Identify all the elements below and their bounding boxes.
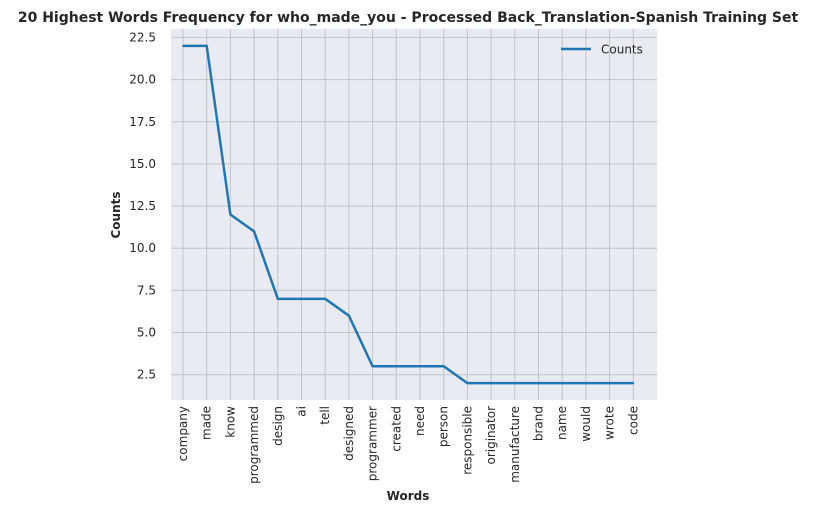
x-tick-label: need [413, 406, 427, 436]
data-point [419, 365, 421, 368]
y-tick-label: 2.5 [137, 368, 156, 382]
x-tick-label: manufacture [508, 406, 522, 483]
x-tick-label: know [223, 406, 237, 438]
legend: Counts [561, 43, 643, 57]
data-point [466, 382, 469, 385]
y-tick-label: 5.0 [137, 326, 156, 340]
series-layer [182, 44, 635, 385]
x-tick-label: created [389, 406, 403, 452]
data-point [205, 44, 208, 47]
x-tick-label: originator [484, 406, 498, 465]
x-tick-label: code [626, 406, 640, 435]
data-point [442, 365, 445, 368]
x-tick-label: company [176, 406, 190, 461]
x-tick-label: would [579, 406, 593, 442]
y-axis-title: Counts [109, 191, 123, 238]
y-tick-labels: 2.5 5.0 7.5 10.0 12.5 15.0 17.5 20.0 22.5 [129, 30, 156, 381]
x-tick-label: name [555, 406, 569, 440]
y-tick-label: 20.0 [129, 73, 156, 87]
data-point [347, 314, 350, 317]
x-tick-label: design [271, 406, 285, 446]
data-point [253, 230, 256, 233]
data-point [276, 297, 279, 300]
x-tick-label: made [200, 406, 214, 440]
data-point [371, 365, 374, 368]
x-tick-label: responsible [460, 406, 474, 475]
data-point [632, 382, 635, 385]
grid-lines [171, 29, 657, 400]
x-tick-label: tell [318, 406, 332, 425]
plot-area [171, 29, 657, 400]
x-tick-label: programmed [247, 406, 261, 484]
data-point [182, 44, 184, 47]
x-tick-label: designed [342, 406, 356, 461]
data-point [229, 213, 232, 216]
x-tick-labels: company made know programmed design ai tell des… [176, 406, 640, 484]
data-point [513, 382, 516, 385]
data-point [490, 382, 493, 385]
x-tick-label: programmer [366, 406, 380, 481]
data-point [561, 382, 564, 385]
y-tick-label: 12.5 [129, 199, 156, 213]
y-tick-label: 15.0 [129, 157, 156, 171]
data-point [324, 297, 327, 300]
data-point [608, 382, 611, 385]
y-tick-label: 10.0 [129, 241, 156, 255]
y-tick-label: 7.5 [137, 283, 156, 297]
y-tick-label: 22.5 [129, 30, 156, 44]
x-tick-label: person [437, 406, 451, 447]
series-line-counts [183, 44, 634, 385]
data-point [300, 297, 303, 300]
x-tick-label: brand [532, 406, 546, 441]
legend-label-counts: Counts [601, 43, 643, 57]
y-tick-label: 17.5 [129, 115, 156, 129]
data-point [584, 382, 587, 385]
chart-title: 20 Highest Words Frequency for who_made_… [18, 10, 799, 26]
x-tick-label: ai [295, 406, 309, 417]
data-point [537, 382, 540, 385]
data-point [395, 365, 398, 368]
x-axis-title: Words [387, 489, 430, 503]
x-tick-label: wrote [603, 406, 617, 440]
